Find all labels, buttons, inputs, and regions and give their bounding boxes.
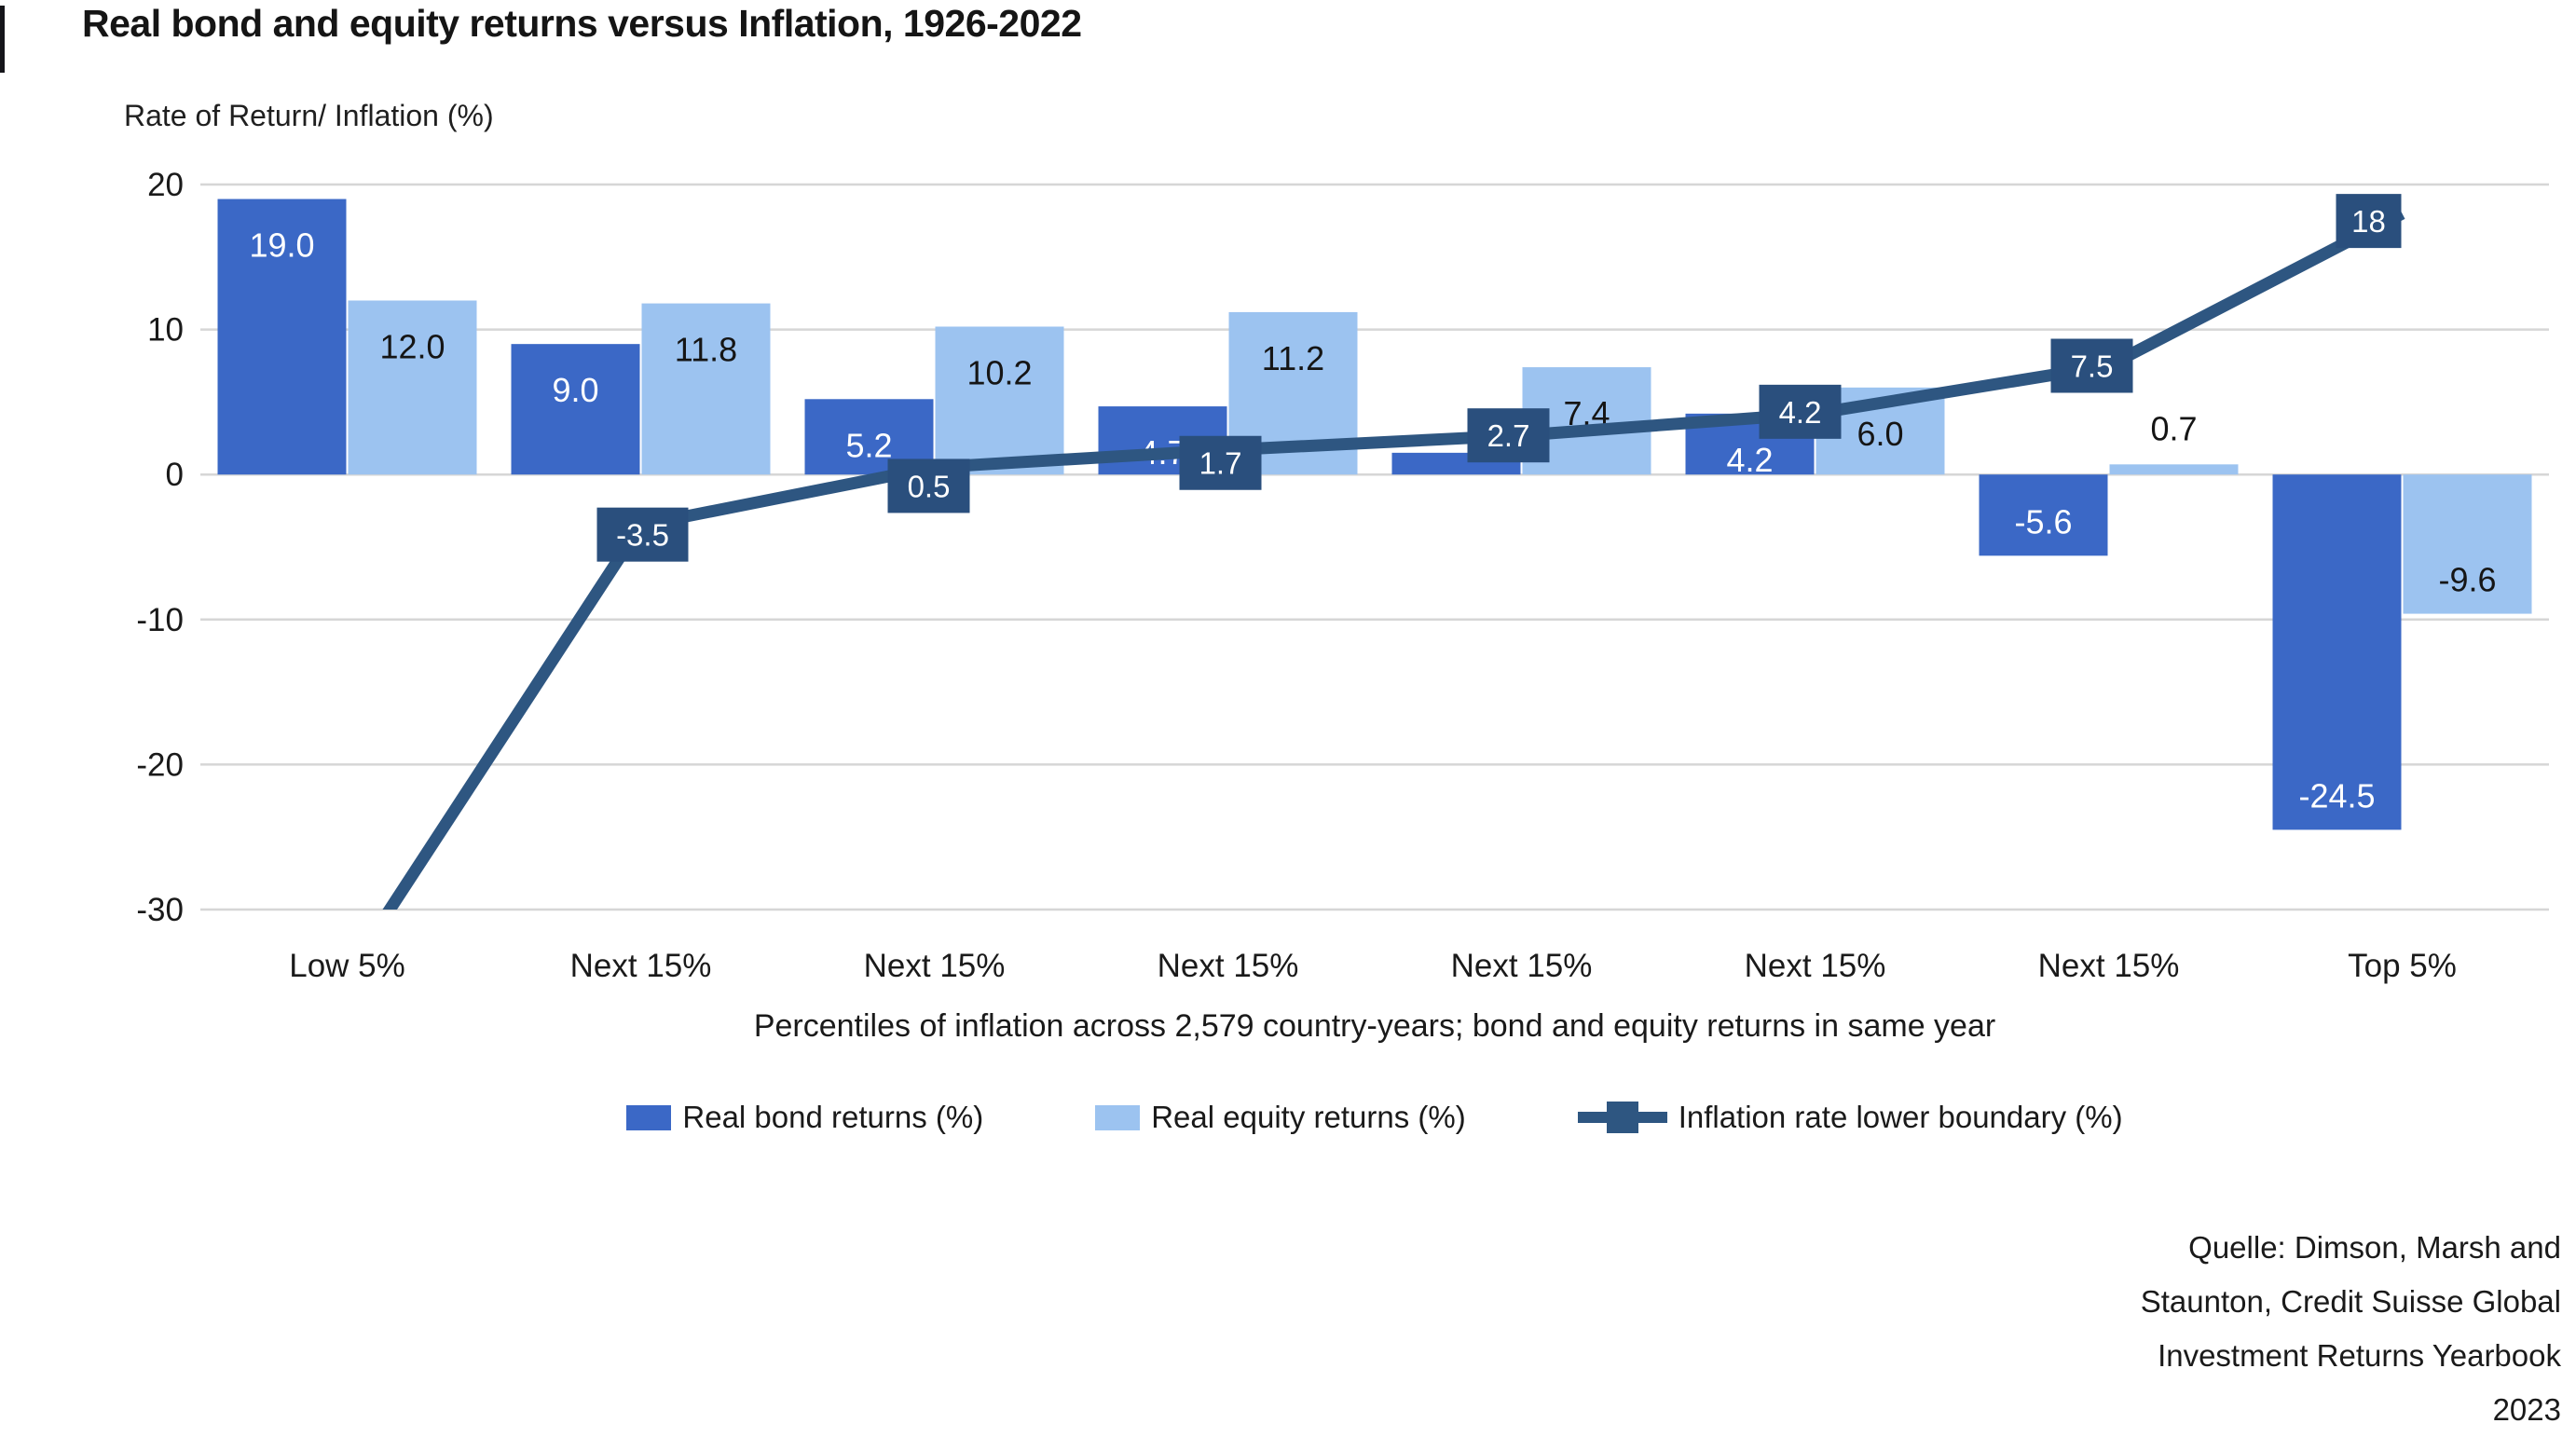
inflation-point-label: -3.5 bbox=[616, 518, 669, 553]
equity-bar bbox=[935, 326, 1064, 475]
y-tick-label: -20 bbox=[136, 746, 184, 783]
inflation-point-label: 0.5 bbox=[908, 469, 951, 503]
x-tick-label: Next 15% bbox=[570, 948, 712, 984]
y-tick-label: 0 bbox=[166, 457, 184, 493]
x-tick-label: Next 15% bbox=[864, 948, 1006, 984]
x-tick-label: Top 5% bbox=[2348, 948, 2457, 984]
equity-bar-label: 0.7 bbox=[2150, 409, 2197, 447]
equity-bar bbox=[348, 300, 477, 475]
inflation-point-label: 18 bbox=[2351, 204, 2386, 239]
x-tick-label: Next 15% bbox=[1745, 948, 1886, 984]
y-tick-label: 20 bbox=[147, 167, 184, 203]
equity-bar-label: 6.0 bbox=[1857, 415, 1903, 453]
source-line: Staunton, Credit Suisse Global bbox=[2140, 1284, 2561, 1319]
x-tick-label: Low 5% bbox=[289, 948, 405, 984]
left-edge-artifact bbox=[0, 6, 5, 73]
equity-bar-label: 12.0 bbox=[379, 327, 445, 365]
chart-title: Real bond and equity returns versus Infl… bbox=[82, 2, 1082, 45]
bond-bar bbox=[217, 198, 347, 475]
legend-item-bond: Real bond returns (%) bbox=[626, 1100, 983, 1135]
legend-label: Real bond returns (%) bbox=[682, 1100, 984, 1134]
y-tick-label: 10 bbox=[147, 312, 184, 349]
y-tick-label: -30 bbox=[136, 892, 184, 928]
bond-bar-label: 4.2 bbox=[1726, 441, 1773, 479]
bond-bar-label: 19.0 bbox=[249, 226, 314, 265]
legend-line-marker-icon bbox=[1577, 1102, 1667, 1133]
source-line: Investment Returns Yearbook bbox=[2158, 1338, 2561, 1373]
x-tick-label: Next 15% bbox=[1451, 948, 1593, 984]
equity-bar-label: 11.2 bbox=[1262, 339, 1324, 377]
inflation-point-box bbox=[2050, 338, 2133, 393]
bond-bar-label: -5.6 bbox=[2014, 502, 2072, 541]
bond-bar-label: 9.0 bbox=[552, 371, 598, 409]
bond-bar-label: -24.5 bbox=[2298, 776, 2375, 814]
equity-bar-label: 11.8 bbox=[675, 331, 737, 369]
inflation-point-box bbox=[1467, 408, 1550, 463]
x-tick-label: Next 15% bbox=[2038, 948, 2180, 984]
source-line: Quelle: Dimson, Marsh and bbox=[2188, 1230, 2561, 1265]
equity-bar bbox=[2109, 464, 2239, 475]
legend-label: Inflation rate lower boundary (%) bbox=[1678, 1100, 2123, 1134]
legend: Real bond returns (%) Real equity returns… bbox=[200, 1100, 2549, 1135]
equity-bar bbox=[641, 303, 771, 475]
equity-bar-label: -9.6 bbox=[2438, 561, 2496, 599]
legend-item-inflation: Inflation rate lower boundary (%) bbox=[1577, 1100, 2123, 1135]
equity-bar-label: 10.2 bbox=[966, 353, 1032, 391]
bond-bar bbox=[1979, 474, 2108, 556]
bond-bar bbox=[2272, 474, 2402, 830]
inflation-point-label: 4.2 bbox=[1779, 395, 1822, 430]
legend-swatch-icon bbox=[626, 1104, 672, 1130]
legend-label: Real equity returns (%) bbox=[1151, 1100, 1466, 1134]
inflation-point-label: 7.5 bbox=[2071, 349, 2114, 384]
legend-swatch-icon bbox=[1095, 1104, 1141, 1130]
inflation-point-box bbox=[887, 458, 970, 513]
x-axis-caption: Percentiles of inflation across 2,579 co… bbox=[753, 1008, 1996, 1044]
inflation-point-box bbox=[1759, 384, 1842, 439]
inflation-point-box bbox=[2336, 194, 2402, 249]
bond-bar bbox=[511, 344, 640, 475]
inflation-point-label: 2.7 bbox=[1487, 418, 1530, 453]
x-tick-label: Next 15% bbox=[1158, 948, 1299, 984]
bond-bar-label: 5.2 bbox=[845, 426, 892, 464]
y-axis-title: Rate of Return/ Inflation (%) bbox=[124, 99, 494, 132]
y-tick-label: -10 bbox=[136, 602, 184, 638]
inflation-point-label: 1.7 bbox=[1199, 446, 1242, 481]
inflation-point-box bbox=[596, 507, 689, 562]
equity-bar bbox=[2403, 474, 2532, 614]
legend-item-equity: Real equity returns (%) bbox=[1095, 1100, 1466, 1135]
source-line: 2023 bbox=[2492, 1392, 2561, 1427]
source-citation: Quelle: Dimson, Marsh and Staunton, Credi… bbox=[1853, 1221, 2561, 1437]
inflation-point-box bbox=[1179, 435, 1262, 490]
